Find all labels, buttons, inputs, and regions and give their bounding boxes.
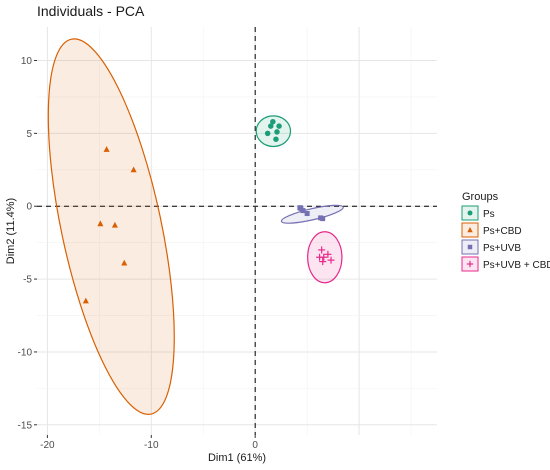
y-tick-label: 5 (26, 129, 32, 140)
legend-label: Ps+CBD (483, 226, 522, 237)
y-tick-label: 0 (26, 202, 32, 213)
y-axis-ticks: -15 -10 -5 0 5 10 (18, 56, 37, 431)
point-ps (274, 129, 280, 135)
legend-label: Ps (483, 209, 495, 220)
y-tick-label: -15 (18, 420, 33, 431)
reference-lines (37, 27, 437, 435)
legend-key-marker (467, 244, 473, 250)
confidence-ellipses (47, 38, 344, 415)
point-ps (264, 130, 271, 137)
legend-key-marker (466, 260, 474, 268)
point-ps (268, 123, 274, 129)
point-ps-cbd (103, 146, 110, 152)
point-ps-uvb-cbd (327, 256, 335, 264)
legend-item: Ps (461, 205, 495, 221)
x-axis-title: Dim1 (61%) (208, 452, 266, 464)
chart-title: Individuals - PCA (37, 3, 145, 19)
point-ps-cbd (97, 220, 104, 227)
legend-label: Ps+UVB (483, 243, 521, 254)
legend: Groups Ps Ps+CBD Ps+UVB Ps+UVB + CBD (461, 191, 550, 272)
y-tick-label: 10 (21, 56, 33, 67)
y-tick-label: -5 (23, 275, 32, 286)
ellipse-ps-uvb (280, 204, 344, 224)
x-tick-label: -10 (144, 440, 159, 451)
legend-item: Ps+UVB (461, 239, 521, 255)
x-tick-label: 0 (252, 440, 258, 451)
point-ps-uvb-cbd (320, 253, 328, 261)
x-tick-label: -20 (40, 440, 55, 451)
point-ps (270, 118, 276, 125)
legend-item: Ps+CBD (461, 222, 522, 238)
legend-item: Ps+UVB + CBD (461, 256, 550, 272)
point-ps (276, 123, 282, 129)
point-ps-uvb-cbd (324, 250, 332, 258)
point-ps-cbd (130, 166, 137, 173)
point-ps-uvb (298, 205, 304, 211)
y-tick-label: -10 (18, 347, 33, 358)
ellipse-ps-cbd (47, 38, 175, 415)
point-ps (273, 136, 279, 142)
point-ps-uvb-cbd (319, 258, 327, 266)
ellipse-ps (255, 115, 292, 148)
point-ps-cbd (121, 259, 128, 266)
data-points (82, 118, 335, 304)
point-ps-uvb (304, 211, 310, 217)
point-ps-uvb (320, 216, 326, 222)
point-ps-cbd (111, 221, 118, 228)
x-axis-ticks: -20 -10 0 (40, 435, 258, 451)
legend-key-marker (467, 227, 473, 233)
plot-panel (37, 27, 437, 435)
y-axis-title: Dim2 (11.4%) (5, 198, 17, 264)
legend-title: Groups (462, 191, 499, 203)
legend-key-marker (467, 210, 473, 216)
legend-label: Ps+UVB + CBD (483, 260, 550, 271)
point-ps-cbd (82, 297, 89, 304)
point-ps-uvb-cbd (318, 246, 326, 254)
